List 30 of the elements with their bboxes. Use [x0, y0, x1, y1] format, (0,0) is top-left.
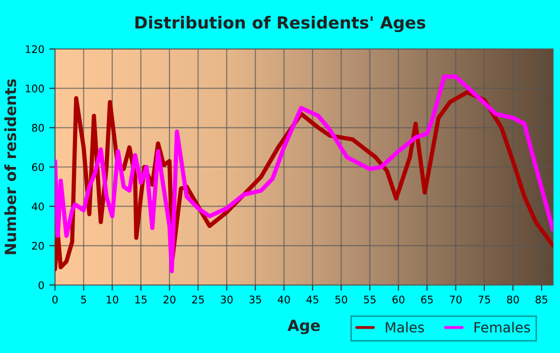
- x-tick-label: 60: [392, 296, 404, 304]
- x-tick-label: 40: [278, 296, 290, 304]
- legend-label: Males: [386, 322, 424, 333]
- y-tick-label: 20: [32, 242, 44, 250]
- x-tick-label: 85: [536, 296, 548, 304]
- x-tick-label: 55: [364, 296, 376, 304]
- x-tick-label: 45: [306, 296, 318, 304]
- y-tick-label: 0: [38, 281, 44, 290]
- x-tick-label: 65: [421, 296, 433, 304]
- y-tick-label: 60: [32, 163, 44, 172]
- x-tick-label: 10: [106, 296, 118, 304]
- x-tick-label: 20: [164, 296, 176, 304]
- legend-label: Females: [474, 322, 530, 333]
- x-tick-label: 0: [52, 296, 58, 304]
- x-tick-label: 5: [81, 296, 86, 304]
- x-tick-label: 35: [250, 296, 262, 304]
- x-tick-label: 50: [335, 296, 348, 304]
- y-tick-label: 80: [32, 124, 44, 132]
- y-tick-label: 120: [26, 45, 44, 54]
- x-tick-label: 25: [192, 296, 204, 304]
- x-tick-label: 75: [478, 296, 490, 304]
- x-axis-title: Age: [288, 320, 320, 334]
- x-tick-label: 70: [450, 296, 462, 304]
- y-tick-label: 100: [26, 84, 44, 92]
- x-tick-label: 30: [220, 296, 233, 304]
- chart-title: Distribution of Residents' Ages: [135, 16, 426, 32]
- y-tick-label: 40: [32, 202, 44, 210]
- x-tick-label: 15: [135, 296, 147, 304]
- x-tick-label: 80: [507, 296, 519, 304]
- y-axis-title: Number of residents: [4, 79, 16, 254]
